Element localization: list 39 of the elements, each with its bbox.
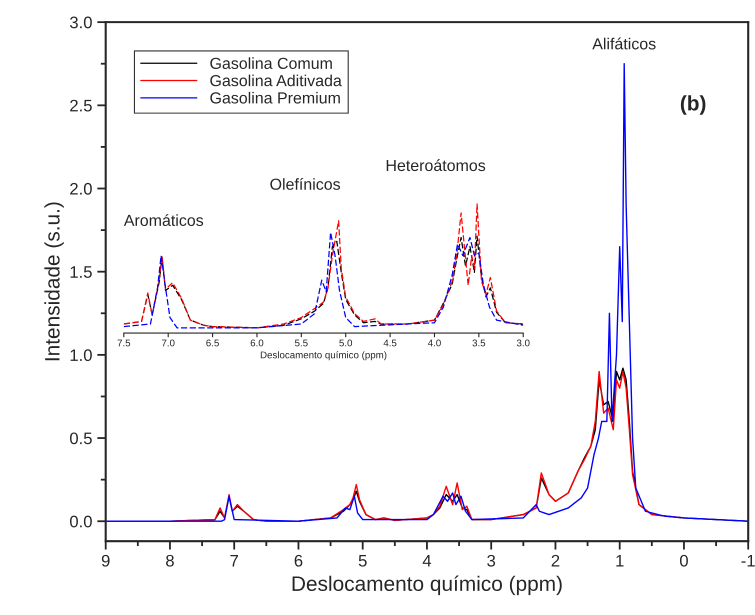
x-tick-label: -1 [742,555,755,566]
y-tick-label: 2.5 [70,100,92,112]
y-tick-label: 1.5 [70,266,92,278]
x-tick-label: 7.0 [162,340,175,346]
x-tick-label: 6 [294,554,302,567]
x-tick-label: 7.5 [118,340,130,346]
x-tick-label: 3 [487,554,496,567]
x-tick-label: 9 [102,554,110,567]
x-tick-label: 0 [680,554,688,567]
x-tick-label: 3.0 [516,340,530,346]
y-tick-label: 0.0 [70,516,92,528]
annotation: (b) [680,95,706,115]
x-tick-label: 4 [422,555,432,566]
annotation: Aromáticos [124,214,204,226]
annotation: Heteroátomos [386,159,486,172]
x-tick-label: 8 [166,554,174,567]
x-axis-title: Deslocamento químico (ppm) [260,351,386,360]
x-tick-label: 1 [616,555,624,566]
annotation: Alifáticos [592,38,656,50]
legend-label: Gasolina Aditivada [210,74,342,86]
x-tick-label: 5 [358,555,367,567]
x-tick-label: 4.0 [428,340,441,346]
y-tick-label: 0.5 [70,432,92,444]
x-tick-label: 6.0 [250,340,264,346]
y-tick-label: 3.0 [70,16,92,28]
x-tick-label: 5.5 [294,340,308,346]
x-axis-title: Deslocamento químico (ppm) [292,575,562,596]
annotation: Olefínicos [270,178,340,190]
x-tick-label: 6.5 [206,340,219,346]
legend-label: Gasolina Premium [210,92,340,104]
x-tick-label: 7 [230,555,238,566]
x-tick-label: 4.5 [384,340,396,346]
y-tick-label: 2.0 [70,182,92,195]
x-tick-label: 3.5 [472,340,486,346]
y-tick-label: 1.0 [70,349,92,362]
x-tick-label: 2 [552,554,560,566]
x-tick-label: 5.0 [339,340,352,346]
y-axis-title: Intensidade (s.u.) [44,202,64,360]
legend-label: Gasolina Comum [210,57,332,70]
